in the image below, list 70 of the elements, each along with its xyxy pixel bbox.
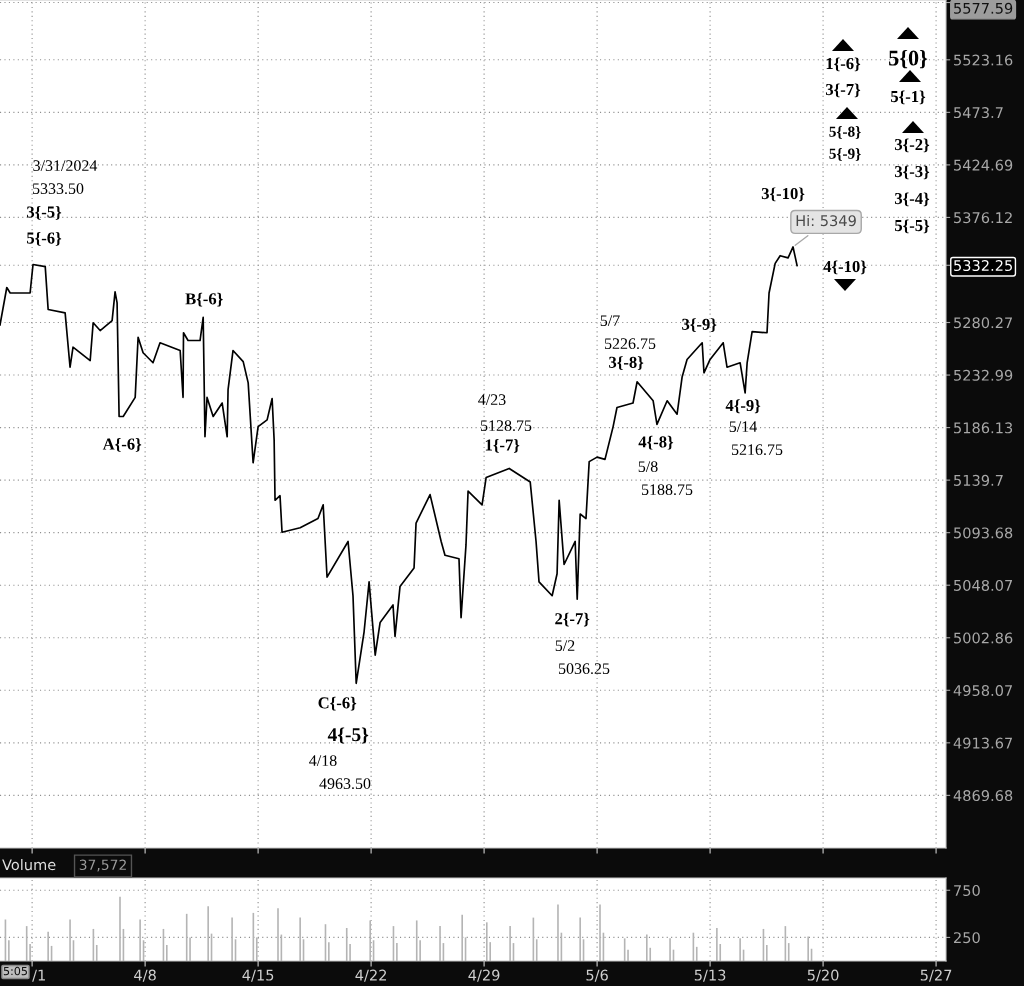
annotation: 5216.75 <box>731 444 783 456</box>
annotation: 3{-8} <box>609 356 644 370</box>
annotation: 5{-5} <box>894 219 930 234</box>
annotation: 4{-10} <box>823 260 867 275</box>
y-tick-label: 5523.16 <box>954 54 1013 66</box>
text: 37,572 <box>79 859 126 872</box>
y-tick-label: 5376.12 <box>954 212 1012 224</box>
x-tick-label: 4/15 <box>242 969 274 982</box>
annotation: 4{-8} <box>638 435 674 450</box>
y-tick-label: 750 <box>954 884 980 897</box>
annotation: 5333.50 <box>32 183 84 195</box>
y-tick-label: 4913.67 <box>953 737 1012 749</box>
annotation: 5{-1} <box>890 90 926 105</box>
annotation: 5/2 <box>555 640 575 651</box>
annotation: 3{-9} <box>682 318 717 332</box>
y-tick-label: 5093.68 <box>954 527 1013 539</box>
annotation: 5/7 <box>600 315 620 326</box>
annotation: 3/31/2024 <box>33 160 98 171</box>
annotation: 5226.75 <box>604 338 656 350</box>
annotation: 5{-6} <box>27 231 62 246</box>
annotation: 5188.75 <box>641 484 693 496</box>
annotation: 3{-2} <box>894 138 930 153</box>
x-tick-label: 5/20 <box>807 969 839 982</box>
annotation: 1{-7} <box>485 438 520 453</box>
y-tick-label: 5186.13 <box>954 422 1013 434</box>
annotation: 5/8 <box>638 461 658 472</box>
x-tick-label: /1 <box>32 969 45 982</box>
x-tick-label: 4/8 <box>134 969 156 982</box>
x-tick-label: 4/22 <box>355 969 387 982</box>
y-tick-label: 5473.7 <box>954 107 1003 119</box>
x-tick-label: 5/13 <box>694 969 726 982</box>
annotation: 4963.50 <box>319 778 371 790</box>
annotation: 3{-4} <box>894 192 930 207</box>
annotation: C{-6} <box>318 696 357 711</box>
annotation: 5{0} <box>889 49 928 69</box>
y-tick-label: 5424.69 <box>954 159 1013 171</box>
y-tick-label: 5048.07 <box>954 579 1012 591</box>
y-tick-label: 250 <box>954 932 980 944</box>
text: 5:05 <box>3 966 27 976</box>
x-tick-label: 4/29 <box>468 969 500 982</box>
x-tick-label: 5/27 <box>920 969 952 982</box>
y-tick-label: 5280.27 <box>954 317 1012 329</box>
annotation: 4/23 <box>478 394 506 405</box>
y-tick-label: 5139.7 <box>954 474 1003 486</box>
annotation: 3{-3} <box>894 165 930 180</box>
annotation: Hi: 5349 <box>796 214 856 227</box>
annotation: 5{-9} <box>829 148 861 161</box>
annotation: 3{-7} <box>825 83 861 98</box>
annotation: 3{-5} <box>26 205 62 220</box>
annotation: 5{-8} <box>829 126 861 139</box>
annotation: B{-6} <box>185 292 223 307</box>
x-tick-label: 5/6 <box>586 969 608 982</box>
annotation: 5036.25 <box>558 663 610 675</box>
annotation: A{-6} <box>102 437 142 452</box>
y-tick-label: 4958.07 <box>953 685 1012 697</box>
annotation: 1{-6} <box>826 57 861 72</box>
annotation: 5128.75 <box>480 420 532 432</box>
annotation: 4{-9} <box>725 399 761 414</box>
annotation: 2{-7} <box>555 612 590 627</box>
chart-title: Volume <box>2 858 56 871</box>
y-tick-label: 5577.59 <box>954 2 1013 14</box>
y-tick-label: 5002.86 <box>954 632 1013 644</box>
annotation: 4/18 <box>309 755 337 766</box>
y-tick-label: 5332.25 <box>954 260 1012 272</box>
y-tick-label: 5232.99 <box>954 369 1013 381</box>
y-tick-label: 4869.68 <box>953 790 1013 802</box>
annotation: 5/14 <box>729 421 757 432</box>
annotation: 4{-5} <box>327 727 369 744</box>
annotation: 3{-10} <box>761 187 805 202</box>
line-series <box>0 246 798 685</box>
